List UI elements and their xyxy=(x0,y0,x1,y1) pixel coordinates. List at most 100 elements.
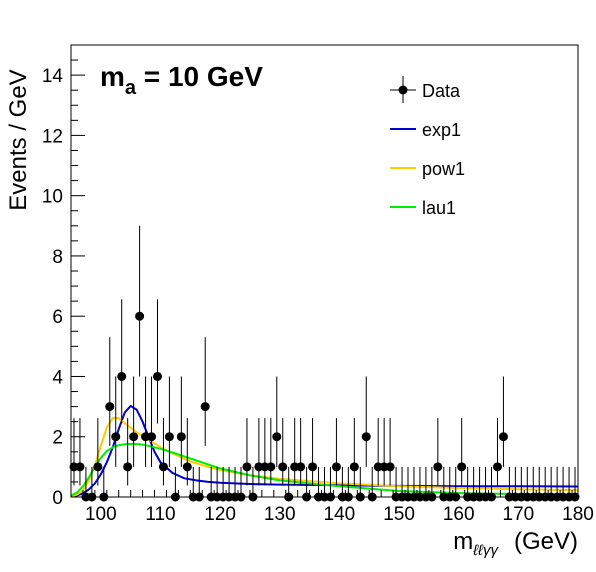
mass-annotation-sub: a xyxy=(125,77,137,99)
y-tick-label: 8 xyxy=(52,247,63,268)
legend: Data exp1 pow1 lau1 xyxy=(390,76,465,218)
y-tick-label: 6 xyxy=(52,307,63,328)
y-tick-label: 2 xyxy=(52,428,63,449)
data-marker xyxy=(164,432,174,442)
data-marker xyxy=(117,371,127,381)
data-point xyxy=(379,418,389,486)
data-point xyxy=(296,418,306,486)
curve-lau1 xyxy=(70,443,579,497)
data-point xyxy=(272,376,282,467)
data-point xyxy=(164,376,174,467)
data-marker xyxy=(200,402,210,412)
data-marker xyxy=(433,462,443,472)
data-marker xyxy=(176,432,186,442)
data-marker xyxy=(242,462,252,472)
y-axis-title: Events / GeV xyxy=(5,69,32,210)
data-point xyxy=(135,225,145,377)
data-point xyxy=(158,418,168,486)
legend-label-exp1: exp1 xyxy=(422,120,461,140)
data-marker xyxy=(182,462,192,472)
data-point xyxy=(93,418,103,486)
data-point xyxy=(331,418,341,486)
data-point xyxy=(492,418,502,486)
x-tick-label: 110 xyxy=(145,504,175,525)
data-marker xyxy=(152,371,162,381)
x-tick-label: 180 xyxy=(562,504,594,525)
data-marker xyxy=(492,462,502,472)
data-point xyxy=(278,418,288,486)
data-point xyxy=(123,418,133,486)
y-tick-label: 0 xyxy=(52,488,63,509)
data-point xyxy=(361,376,371,467)
data-point xyxy=(75,418,85,486)
data-marker xyxy=(457,462,467,472)
x-tick-label: 130 xyxy=(264,504,296,525)
data-marker xyxy=(93,462,103,472)
data-point xyxy=(385,418,395,486)
data-marker xyxy=(111,432,121,442)
y-tick-label: 4 xyxy=(52,367,63,388)
data-point xyxy=(182,418,192,486)
x-tick-label: 100 xyxy=(85,504,117,525)
legend-item-exp1: exp1 xyxy=(390,120,461,140)
data-point xyxy=(260,418,270,486)
data-marker xyxy=(147,432,157,442)
axes-layer: 100 110 120 130 140 150 160 170 180 0 2 4 6 8 10 12 14 xyxy=(42,44,594,525)
data-marker xyxy=(75,462,85,472)
data-point xyxy=(242,418,252,486)
x-axis-title-unit: (GeV) xyxy=(514,528,578,555)
data-point xyxy=(147,376,157,467)
data-point xyxy=(111,376,121,467)
y-tick-label: 14 xyxy=(42,66,64,87)
data-points-layer xyxy=(69,225,580,502)
mass-annotation: ma = 10 GeV xyxy=(100,61,263,99)
x-tick-label: 120 xyxy=(204,504,236,525)
data-point xyxy=(349,418,359,486)
y-tick-label: 10 xyxy=(42,187,63,208)
x-tick-label: 160 xyxy=(443,504,475,525)
data-point xyxy=(105,337,115,446)
data-marker xyxy=(129,432,139,442)
data-point xyxy=(433,418,443,486)
legend-item-pow1: pow1 xyxy=(390,159,465,179)
data-marker xyxy=(278,462,288,472)
legend-item-data: Data xyxy=(390,76,461,103)
data-point xyxy=(200,337,210,446)
data-marker xyxy=(308,462,318,472)
legend-data-marker xyxy=(398,85,408,95)
data-point xyxy=(176,376,186,467)
x-tick-label: 170 xyxy=(503,504,535,525)
data-marker xyxy=(272,432,282,442)
data-point xyxy=(290,418,300,486)
data-marker xyxy=(135,311,145,321)
legend-label-data: Data xyxy=(422,81,461,101)
data-marker xyxy=(498,432,508,442)
data-marker xyxy=(158,462,168,472)
data-point xyxy=(373,418,383,486)
data-point xyxy=(308,418,318,486)
x-axis-title-main: m xyxy=(453,528,473,555)
data-marker xyxy=(266,462,276,472)
mass-annotation-main: m xyxy=(100,61,125,92)
data-marker xyxy=(105,402,115,412)
plot-frame xyxy=(70,44,579,498)
legend-label-lau1: lau1 xyxy=(422,198,456,218)
legend-item-lau1: lau1 xyxy=(390,198,456,218)
data-marker xyxy=(361,432,371,442)
data-marker xyxy=(296,462,306,472)
data-point xyxy=(266,418,276,486)
x-axis-title: mℓℓγγ (GeV) xyxy=(453,528,578,559)
data-point xyxy=(457,418,467,486)
x-tick-label: 140 xyxy=(324,504,356,525)
x-tick-label: 150 xyxy=(383,504,415,525)
data-marker xyxy=(349,462,359,472)
data-point xyxy=(498,376,508,467)
x-axis-title-sub: ℓℓγγ xyxy=(472,542,499,559)
data-marker xyxy=(385,462,395,472)
legend-label-pow1: pow1 xyxy=(422,159,465,179)
data-point xyxy=(129,376,139,467)
data-marker xyxy=(331,462,341,472)
data-marker xyxy=(123,462,133,472)
data-point xyxy=(152,299,162,424)
